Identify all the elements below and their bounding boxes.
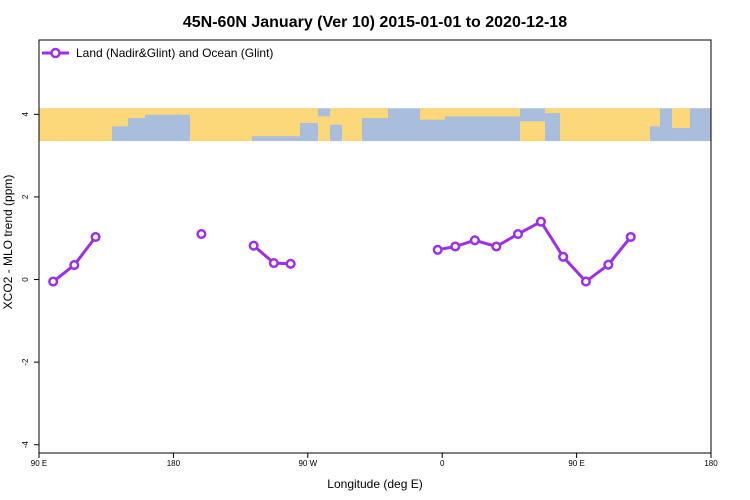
map-land [39, 108, 690, 142]
land-region [650, 108, 660, 127]
land-region [342, 108, 362, 142]
series-layer [48, 216, 636, 287]
land-region [39, 108, 112, 142]
y-tick-label: -2 [21, 358, 30, 366]
world-map-strip [39, 108, 711, 142]
data-point [580, 276, 591, 287]
data-point [69, 260, 80, 271]
x-tick-label: 90 E [31, 459, 47, 468]
land-region [672, 108, 690, 128]
land-region [545, 108, 560, 114]
x-tick-label: 90 W [298, 459, 317, 468]
x-tick-label: 180 [167, 459, 181, 468]
land-region [145, 108, 190, 115]
land-region [330, 108, 342, 125]
data-point [248, 240, 259, 251]
data-point [535, 216, 546, 227]
y-axis-label: XCO2 - MLO trend (ppm) [1, 175, 15, 310]
x-tick-label: 180 [704, 459, 718, 468]
x-axis-label: Longitude (deg E) [327, 477, 422, 491]
x-axis: 90 E 180 90 W 0 90 E 180 [31, 453, 718, 468]
land-region [420, 108, 445, 120]
land-region [362, 108, 388, 119]
land-region [318, 116, 330, 142]
land-region [560, 108, 650, 142]
land-region [300, 108, 318, 124]
legend: Land (Nadir&Glint) and Ocean (Glint) [42, 46, 273, 60]
data-point [558, 251, 569, 262]
data-point [512, 229, 524, 240]
y-tick-label: -4 [21, 441, 30, 449]
y-tick-label: 4 [21, 112, 30, 117]
series-line [52, 236, 97, 283]
x-tick-label: 0 [440, 459, 445, 468]
data-point [90, 231, 101, 243]
land-region [190, 108, 252, 142]
x-tick-label: 90 E [568, 459, 584, 468]
data-point [450, 241, 461, 252]
land-region [252, 108, 300, 137]
legend-entry: Land (Nadir&Glint) and Ocean (Glint) [76, 46, 273, 60]
data-point [625, 231, 636, 243]
data-point [603, 259, 614, 270]
y-tick-label: 0 [21, 277, 30, 282]
data-point [268, 257, 279, 269]
y-tick-label: 2 [21, 194, 30, 199]
land-region [520, 121, 545, 142]
data-point [491, 241, 502, 252]
land-region [445, 108, 520, 117]
chart-title: 45N-60N January (Ver 10) 2015-01-01 to 2… [183, 14, 567, 31]
plot-frame [38, 39, 712, 454]
land-region [112, 108, 128, 127]
data-point [196, 229, 207, 240]
data-point [285, 258, 296, 269]
data-point [48, 276, 59, 287]
y-axis: -4 -2 0 2 4 [21, 112, 39, 449]
legend-point-marker [50, 47, 61, 59]
series-line [437, 220, 632, 284]
land-region [128, 108, 145, 119]
data-point [432, 244, 443, 255]
data-point [469, 235, 480, 246]
